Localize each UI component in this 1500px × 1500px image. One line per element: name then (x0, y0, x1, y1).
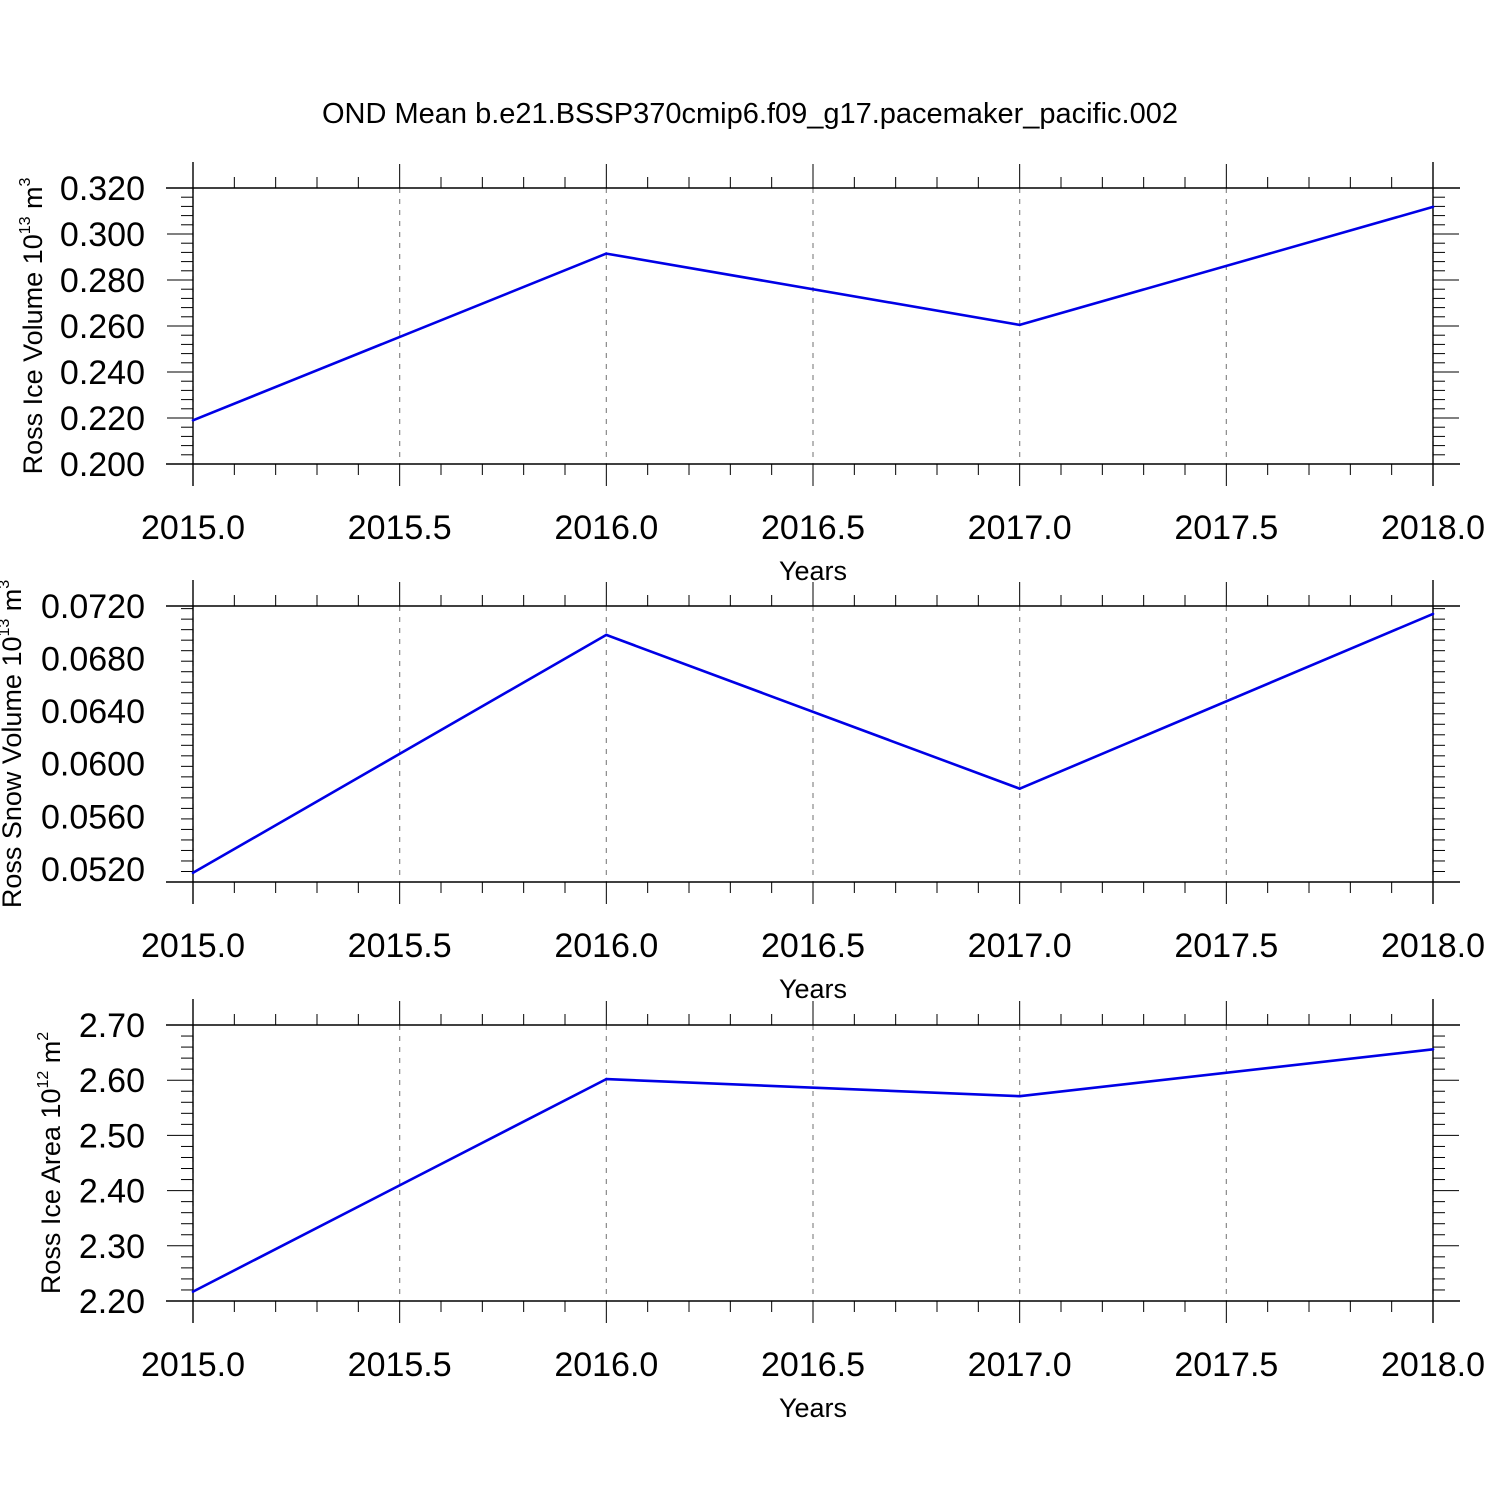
x-tick-label: 2016.0 (554, 927, 658, 965)
series-line (192, 1048, 1434, 1293)
x-tick-label: 2017.5 (1174, 509, 1278, 547)
page-title: OND Mean b.e21.BSSP370cmip6.f09_g17.pace… (321, 98, 1178, 130)
x-tick-label: 2017.5 (1174, 1346, 1278, 1384)
data-point (1431, 612, 1435, 616)
x-axis-title: Years (779, 974, 847, 1004)
y-tick-label: 2.60 (79, 1062, 145, 1100)
x-tick-label: 2017.0 (968, 927, 1072, 965)
x-tick-label: 2015.0 (141, 509, 245, 547)
x-tick-label: 2016.0 (554, 509, 658, 547)
data-point (1431, 205, 1435, 209)
y-tick-label: 0.0600 (41, 746, 145, 784)
data-point (605, 1077, 608, 1081)
x-tick-label: 2015.0 (141, 927, 245, 965)
y-tick-label: 0.300 (60, 216, 145, 254)
series-line (192, 205, 1434, 422)
data-point (1018, 323, 1021, 327)
x-tick-label: 2017.5 (1174, 927, 1278, 965)
y-tick-label: 2.20 (79, 1283, 145, 1321)
y-tick-label: 2.50 (79, 1117, 145, 1155)
chart-panel-2: 0.0520 0.0560 0.0600 0.0640 0.0680 0.0720 2015… (0, 580, 1485, 1004)
y-tick-label: 0.280 (60, 262, 145, 300)
y-tick-label: 2.30 (79, 1228, 145, 1266)
chart-panel-1: 0.200 0.220 0.240 0.260 0.280 0.300 0.320 2015.… (17, 162, 1485, 586)
y-tick-label: 0.0640 (41, 693, 145, 731)
series-line (192, 612, 1434, 874)
x-tick-label: 2018.0 (1381, 509, 1485, 547)
data-point (191, 419, 195, 422)
x-tick-label: 2017.0 (968, 1346, 1072, 1384)
x-tick-label: 2016.5 (761, 927, 865, 965)
x-axis-title: Years (779, 556, 847, 586)
x-tick-label: 2015.5 (348, 927, 452, 965)
data-point (605, 252, 608, 255)
x-tick-label: 2016.0 (554, 1346, 658, 1384)
y-tick-label: 0.0720 (41, 588, 145, 626)
y-tick-label: 2.40 (79, 1173, 145, 1211)
x-tick-label: 2015.0 (141, 1346, 245, 1384)
chart-panel-3: 2.20 2.30 2.40 2.50 2.60 2.70 2015.0 2015.5 2016… (35, 999, 1485, 1423)
data-point (191, 1290, 195, 1293)
data-point (191, 871, 195, 875)
y-axis-title: Ross Snow Volume 1013 m3 (0, 580, 27, 908)
data-point (1431, 1047, 1435, 1051)
y-tick-label: 0.0520 (41, 851, 145, 889)
y-tick-label: 0.200 (60, 446, 145, 484)
y-tick-label: 0.0680 (41, 641, 145, 679)
x-tick-label: 2016.5 (761, 509, 865, 547)
x-tick-label: 2018.0 (1381, 1346, 1485, 1384)
x-tick-label: 2017.0 (968, 509, 1072, 547)
x-axis-title: Years (779, 1393, 847, 1423)
y-tick-label: 0.240 (60, 354, 145, 392)
y-axis-title: Ross Ice Area 1012 m2 (35, 1032, 66, 1294)
x-tick-label: 2015.5 (348, 1346, 452, 1384)
y-tick-label: 0.260 (60, 308, 145, 346)
x-tick-label: 2015.5 (348, 509, 452, 547)
y-axis-title: Ross Ice Volume 1013 m3 (17, 177, 48, 474)
x-tick-label: 2018.0 (1381, 927, 1485, 965)
y-tick-label: 0.0560 (41, 798, 145, 836)
data-point (1018, 787, 1021, 790)
x-tick-label: 2016.5 (761, 1346, 865, 1384)
y-tick-label: 2.70 (79, 1007, 145, 1045)
data-point (1018, 1094, 1021, 1098)
data-point (605, 633, 608, 637)
y-tick-label: 0.220 (60, 400, 145, 438)
y-tick-label: 0.320 (60, 170, 145, 208)
